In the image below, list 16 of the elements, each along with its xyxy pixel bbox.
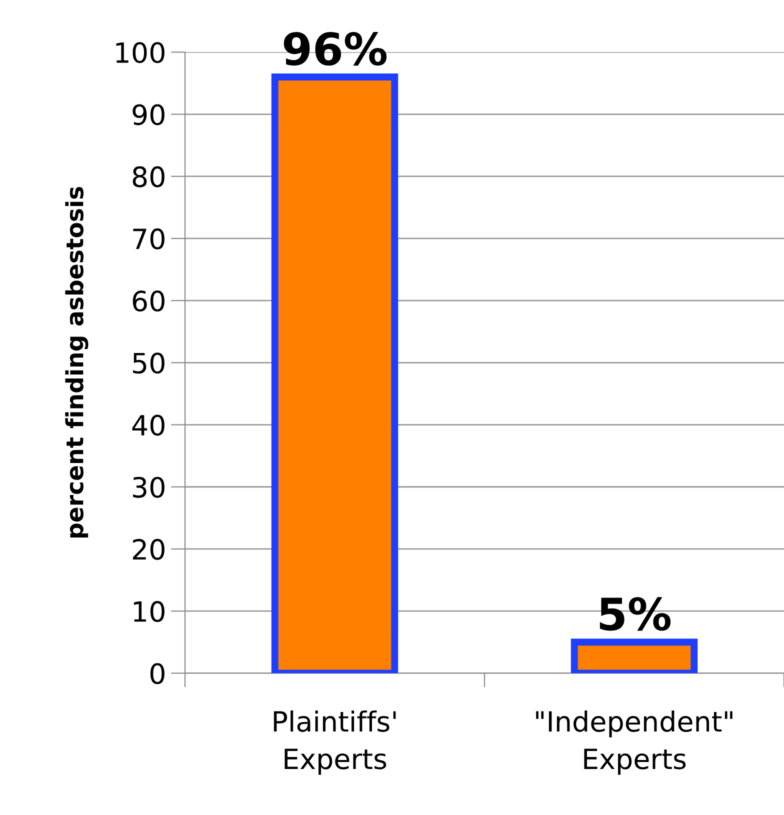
y-tick-label: 70 [133, 228, 164, 250]
y-tick-label: 30 [133, 476, 164, 498]
x-tick-label: Plaintiffs' Experts [274, 710, 396, 775]
y-tick-label: 100 [116, 42, 164, 64]
y-tick-label: 90 [132, 104, 164, 126]
y-axis-title: percent finding asbestosis [65, 186, 88, 538]
data-label: 5% [600, 597, 671, 631]
y-tick-label: 60 [132, 290, 164, 312]
y-tick-label: 80 [132, 166, 164, 188]
y-tick-label: 50 [133, 352, 164, 374]
y-tick-label: 0 [150, 663, 164, 684]
y-tick-label: 20 [132, 538, 164, 560]
y-tick-label: 40 [132, 414, 164, 436]
x-tick-label: "Independent" Experts [536, 710, 732, 775]
y-tick-label: 10 [134, 601, 164, 622]
data-label: 96% [284, 32, 387, 66]
